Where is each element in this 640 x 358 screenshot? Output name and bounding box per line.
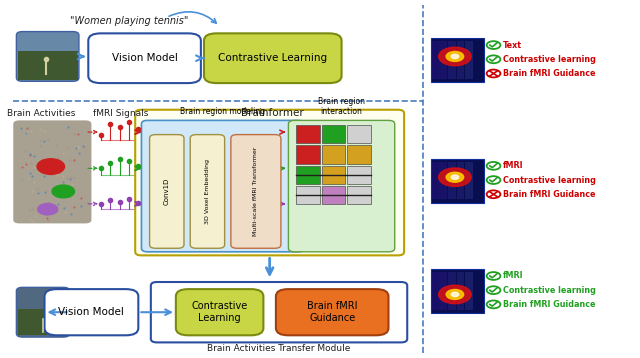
FancyBboxPatch shape [431, 162, 439, 199]
Circle shape [486, 190, 500, 198]
Circle shape [38, 203, 58, 215]
Bar [321, 145, 346, 164]
FancyBboxPatch shape [17, 287, 70, 337]
Circle shape [438, 285, 471, 304]
Bar [347, 125, 371, 144]
FancyBboxPatch shape [465, 42, 473, 79]
FancyBboxPatch shape [456, 272, 465, 310]
FancyBboxPatch shape [17, 32, 79, 81]
Circle shape [446, 290, 463, 299]
Circle shape [446, 172, 463, 182]
FancyBboxPatch shape [465, 162, 473, 199]
Circle shape [486, 272, 500, 280]
FancyBboxPatch shape [45, 289, 138, 335]
Text: Vision Model: Vision Model [58, 307, 124, 317]
Text: Contrastive
Learning: Contrastive Learning [191, 301, 248, 323]
Text: Vision Model: Vision Model [111, 53, 177, 63]
Circle shape [37, 159, 65, 174]
FancyBboxPatch shape [440, 42, 447, 79]
FancyBboxPatch shape [141, 120, 304, 252]
FancyBboxPatch shape [448, 42, 456, 79]
FancyBboxPatch shape [431, 269, 484, 313]
FancyBboxPatch shape [456, 42, 465, 79]
Text: Multi-scale fMRI Transformer: Multi-scale fMRI Transformer [253, 147, 259, 236]
Circle shape [451, 292, 459, 296]
Text: Brain Activities Transfer Module: Brain Activities Transfer Module [207, 344, 351, 353]
Text: Brain region
interaction: Brain region interaction [318, 97, 365, 116]
FancyBboxPatch shape [448, 162, 456, 199]
Text: Brain fMRI Guidance: Brain fMRI Guidance [503, 190, 595, 199]
Bar [321, 186, 346, 204]
Text: fMRI: fMRI [503, 161, 524, 170]
Text: Conv1D: Conv1D [164, 178, 170, 205]
Text: Contrastive learning: Contrastive learning [503, 286, 596, 295]
Circle shape [438, 47, 471, 66]
Circle shape [451, 175, 459, 179]
FancyBboxPatch shape [289, 120, 395, 252]
FancyBboxPatch shape [440, 162, 447, 199]
Circle shape [451, 54, 459, 59]
Circle shape [486, 162, 500, 170]
Text: Brain fMRI Guidance: Brain fMRI Guidance [503, 300, 595, 309]
Text: fMRI: fMRI [503, 271, 524, 280]
Bar [296, 125, 320, 144]
Text: Brainformer: Brainformer [241, 108, 304, 118]
Text: Contrastive Learning: Contrastive Learning [218, 53, 327, 63]
FancyBboxPatch shape [18, 309, 68, 335]
FancyBboxPatch shape [431, 38, 484, 82]
Circle shape [486, 55, 500, 63]
Bar [321, 165, 346, 184]
FancyBboxPatch shape [431, 42, 439, 79]
Bar [296, 145, 320, 164]
Circle shape [486, 69, 500, 77]
FancyBboxPatch shape [204, 33, 342, 83]
Circle shape [446, 52, 463, 62]
FancyBboxPatch shape [151, 282, 407, 342]
FancyBboxPatch shape [465, 272, 473, 310]
Text: fMRI Signals: fMRI Signals [93, 109, 148, 118]
Circle shape [486, 300, 500, 308]
FancyBboxPatch shape [448, 272, 456, 310]
FancyBboxPatch shape [150, 135, 184, 248]
Text: Contrastive learning: Contrastive learning [503, 175, 596, 185]
Bar [347, 165, 371, 184]
FancyBboxPatch shape [176, 289, 264, 335]
Text: Brain region modeling: Brain region modeling [180, 107, 266, 116]
FancyBboxPatch shape [231, 135, 281, 248]
Circle shape [486, 286, 500, 294]
FancyBboxPatch shape [190, 135, 225, 248]
Circle shape [438, 168, 471, 187]
Bar [296, 165, 320, 184]
FancyBboxPatch shape [18, 51, 77, 79]
Text: Text: Text [503, 40, 522, 49]
Circle shape [486, 176, 500, 184]
FancyBboxPatch shape [456, 162, 465, 199]
FancyBboxPatch shape [13, 120, 92, 223]
Bar [347, 145, 371, 164]
Text: Brain Activities: Brain Activities [7, 109, 76, 118]
Bar [296, 186, 320, 204]
Text: Brain fMRI Guidance: Brain fMRI Guidance [503, 69, 595, 78]
Text: Contrastive learning: Contrastive learning [503, 55, 596, 64]
FancyBboxPatch shape [440, 272, 447, 310]
FancyBboxPatch shape [431, 272, 439, 310]
Text: "Women playing tennis": "Women playing tennis" [70, 16, 188, 26]
Bar [321, 125, 346, 144]
Text: 3D Voxel Embedding: 3D Voxel Embedding [205, 159, 210, 224]
FancyBboxPatch shape [431, 159, 484, 203]
Circle shape [52, 185, 74, 198]
FancyBboxPatch shape [135, 110, 404, 255]
Circle shape [486, 41, 500, 49]
Bar [347, 186, 371, 204]
FancyBboxPatch shape [276, 289, 388, 335]
Text: Brain fMRI
Guidance: Brain fMRI Guidance [307, 301, 357, 323]
FancyBboxPatch shape [88, 33, 201, 83]
